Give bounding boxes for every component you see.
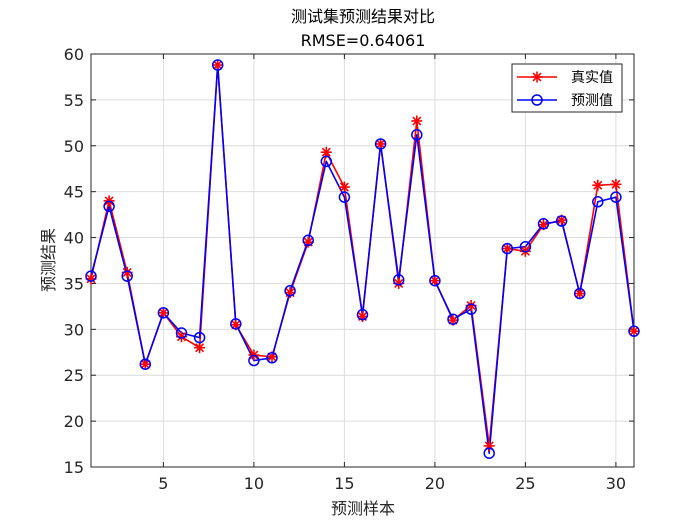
data-point-pred — [211, 59, 224, 71]
chart-title: 测试集预测结果对比 — [291, 7, 435, 26]
data-point-pred — [85, 270, 97, 282]
data-point-true — [411, 115, 423, 127]
data-point-pred — [374, 138, 387, 150]
data-point-pred — [610, 191, 622, 203]
data-point-pred — [592, 196, 604, 208]
legend-marker-pred — [531, 94, 543, 106]
x-tick-label: 20 — [425, 474, 445, 493]
data-point-true — [194, 342, 206, 354]
legend-label-pred: 预测值 — [571, 93, 613, 109]
legend-marker-true — [531, 71, 543, 83]
data-point-pred — [628, 325, 640, 337]
data-point-pred — [175, 327, 188, 339]
data-point-pred — [302, 234, 314, 247]
legend-box — [511, 63, 623, 113]
data-point-pred — [356, 308, 369, 321]
data-point-pred — [392, 274, 405, 286]
data-point-pred — [338, 191, 351, 203]
y-tick-label: 30 — [64, 320, 84, 339]
data-point-pred — [555, 215, 568, 227]
data-point-true — [320, 146, 332, 158]
data-point-true — [157, 307, 169, 319]
x-axis-label: 预测样本 — [331, 499, 395, 518]
data-point-true — [375, 138, 387, 150]
plot-frame — [90, 53, 635, 468]
y-tick-label: 55 — [64, 91, 84, 110]
y-tick-label: 60 — [64, 45, 84, 64]
legend: 真实值 预测值 — [511, 63, 623, 113]
data-point-pred — [573, 287, 586, 300]
data-point-pred — [429, 274, 441, 287]
data-point-true — [121, 266, 133, 278]
x-tick-label: 15 — [334, 474, 354, 493]
data-point-true — [501, 243, 513, 255]
y-tick-label: 45 — [64, 183, 84, 202]
data-point-pred — [103, 200, 115, 213]
data-point-pred — [193, 331, 206, 344]
x-tick-label: 10 — [244, 474, 264, 493]
data-point-pred — [519, 240, 532, 253]
y-tick-label: 40 — [64, 229, 84, 248]
data-point-pred — [284, 285, 296, 297]
y-tick-label: 15 — [64, 458, 84, 477]
y-tick-label: 50 — [64, 137, 84, 156]
data-point-true — [139, 358, 151, 370]
y-tick-label: 20 — [64, 412, 84, 431]
y-tick-label: 25 — [64, 366, 84, 385]
x-tick-label: 30 — [606, 474, 626, 493]
data-point-true — [592, 179, 604, 191]
data-point-pred — [411, 129, 423, 141]
data-point-pred — [501, 242, 514, 255]
data-point-pred — [139, 358, 152, 370]
x-tick-label: 5 — [158, 474, 168, 493]
data-point-pred — [447, 313, 459, 325]
data-point-true — [628, 325, 640, 337]
chart-subtitle: RMSE=0.64061 — [301, 31, 426, 50]
data-point-pred — [320, 155, 333, 168]
axis-ticks: 15 20 25 30 35 40 45 50 55 60 5 10 15 20 25 30 — [64, 45, 634, 493]
data-point-pred — [121, 270, 133, 282]
data-point-true — [429, 275, 441, 287]
y-axis-label: 预测结果 — [39, 228, 58, 292]
data-point-pred — [537, 218, 550, 230]
data-point-pred — [483, 447, 495, 459]
data-point-pred — [157, 307, 170, 319]
data-point-true — [574, 288, 586, 300]
x-tick-label: 25 — [515, 474, 535, 493]
data-point-true — [610, 178, 622, 190]
series-layer — [85, 59, 640, 459]
data-point-pred — [465, 303, 477, 315]
legend-asterisk-icon — [531, 71, 543, 83]
data-point-pred — [266, 352, 278, 364]
legend-label-true: 真实值 — [571, 70, 613, 86]
data-point-true — [338, 181, 350, 193]
data-point-pred — [230, 318, 242, 330]
data-point-pred — [248, 354, 260, 367]
y-tick-label: 35 — [64, 274, 84, 293]
data-point-true — [212, 59, 224, 71]
